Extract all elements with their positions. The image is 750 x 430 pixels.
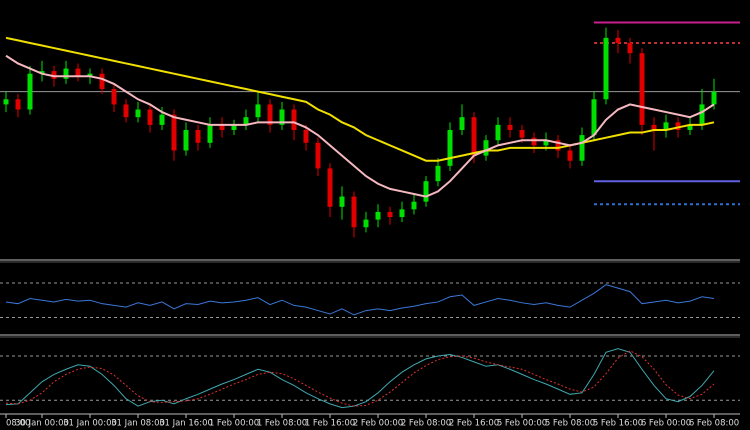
x-tick-label: 1 Feb 08:00: [257, 419, 307, 429]
candle-body: [579, 135, 585, 161]
candle-body: [675, 122, 681, 130]
indicator-line: [5, 54, 715, 198]
candle-body: [195, 130, 201, 143]
candle-body: [687, 124, 693, 130]
candle-body: [183, 130, 189, 151]
x-tick-label: 5 Feb 00:00: [497, 419, 547, 429]
candle-body: [375, 211, 381, 220]
candle-body: [423, 181, 429, 202]
candle-body: [699, 104, 705, 125]
candle-body: [123, 104, 129, 118]
candle-body: [111, 89, 117, 105]
candle-body: [243, 117, 249, 125]
x-tick-label: 2 Feb 00:00: [353, 419, 403, 429]
candle-body: [507, 124, 513, 130]
x-tick-label: 6 Feb 08:00: [689, 419, 739, 429]
x-tick-label: 5 Feb 08:00: [545, 419, 595, 429]
candle-body: [471, 117, 477, 156]
x-tick-label: 1 Feb 16:00: [305, 419, 355, 429]
indicator-line: [5, 350, 715, 407]
candle-body: [387, 211, 393, 218]
x-tick-label: 2 Feb 08:00: [401, 419, 451, 429]
indicator-line: [5, 36, 715, 162]
indicator-line: [5, 348, 715, 409]
candle-body: [399, 209, 405, 218]
candle-body: [615, 37, 621, 43]
candle-body: [327, 168, 333, 207]
x-tick-label: 6 Feb 00:00: [641, 419, 691, 429]
candle-body: [711, 91, 717, 105]
candle-body: [87, 73, 93, 77]
candle-body: [531, 137, 537, 146]
candle-body: [27, 73, 33, 110]
candle-body: [351, 196, 357, 228]
indicator-line: [5, 284, 715, 316]
candle-body: [627, 42, 633, 54]
candle-body: [51, 71, 57, 79]
candle-body: [99, 73, 105, 90]
candle-body: [495, 124, 501, 141]
candle-body: [279, 109, 285, 125]
candle-body: [639, 53, 645, 125]
x-tick-label: 31 Jan 16:00: [159, 419, 213, 429]
candle-body: [15, 99, 21, 110]
candle-body: [567, 150, 573, 161]
x-tick-label: 08:00: [6, 419, 31, 429]
candle-body: [159, 114, 165, 125]
candle-body: [147, 109, 153, 125]
candle-body: [363, 219, 369, 228]
candle-body: [75, 68, 81, 77]
candle-body: [231, 124, 237, 130]
candle-body: [135, 109, 141, 118]
candle-body: [63, 68, 69, 79]
candle-body: [663, 122, 669, 130]
candle-body: [291, 109, 297, 130]
candle-body: [603, 37, 609, 100]
candle-body: [303, 130, 309, 143]
candle-body: [255, 104, 261, 118]
candle-body: [39, 71, 45, 74]
x-tick-label: 30 Jan 00:00: [15, 419, 69, 429]
x-tick-label: 31 Jan 00:00: [63, 419, 117, 429]
candle-body: [3, 99, 9, 105]
candle-body: [435, 165, 441, 182]
candle-body: [543, 140, 549, 146]
candle-body: [207, 124, 213, 143]
candle-body: [447, 130, 453, 166]
candle-body: [519, 130, 525, 138]
candle-body: [171, 114, 177, 151]
candle-body: [651, 124, 657, 130]
candle-body: [483, 140, 489, 156]
candle-body: [591, 99, 597, 136]
x-tick-label: 5 Feb 16:00: [593, 419, 643, 429]
x-tick-label: 1 Feb 00:00: [209, 419, 259, 429]
candle-body: [411, 201, 417, 210]
candle-body: [267, 104, 273, 125]
x-tick-label: 2 Feb 16:00: [449, 419, 499, 429]
candle-body: [459, 117, 465, 130]
candle-body: [219, 124, 225, 130]
candle-body: [555, 140, 561, 151]
candle-body: [315, 142, 321, 169]
x-tick-label: 31 Jan 08:00: [111, 419, 165, 429]
candle-body: [339, 196, 345, 207]
